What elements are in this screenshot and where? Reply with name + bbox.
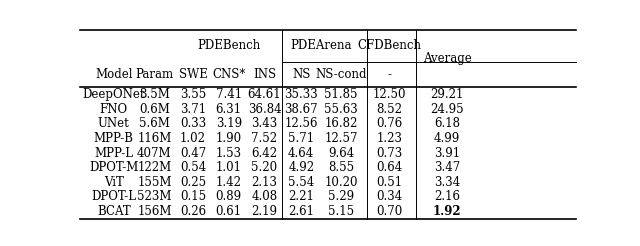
Text: -: - bbox=[387, 68, 392, 81]
Text: 9.64: 9.64 bbox=[328, 147, 354, 160]
Text: 0.76: 0.76 bbox=[376, 117, 403, 130]
Text: 24.95: 24.95 bbox=[430, 103, 464, 116]
Text: 0.89: 0.89 bbox=[216, 190, 242, 203]
Text: 3.55: 3.55 bbox=[180, 88, 206, 101]
Text: 0.70: 0.70 bbox=[376, 205, 403, 218]
Text: 0.26: 0.26 bbox=[180, 205, 206, 218]
Text: 5.6M: 5.6M bbox=[139, 117, 170, 130]
Text: 5.15: 5.15 bbox=[328, 205, 354, 218]
Text: 122M: 122M bbox=[137, 161, 172, 174]
Text: 0.15: 0.15 bbox=[180, 190, 206, 203]
Text: FNO: FNO bbox=[100, 103, 128, 116]
Text: CFDBench: CFDBench bbox=[358, 39, 422, 52]
Text: 3.91: 3.91 bbox=[434, 147, 460, 160]
Text: 5.54: 5.54 bbox=[288, 176, 314, 189]
Text: NS: NS bbox=[292, 68, 310, 81]
Text: 0.25: 0.25 bbox=[180, 176, 206, 189]
Text: 4.99: 4.99 bbox=[434, 132, 460, 145]
Text: 7.41: 7.41 bbox=[216, 88, 242, 101]
Text: 8.55: 8.55 bbox=[328, 161, 354, 174]
Text: 2.61: 2.61 bbox=[288, 205, 314, 218]
Text: 2.16: 2.16 bbox=[434, 190, 460, 203]
Text: PDEArena: PDEArena bbox=[291, 39, 352, 52]
Text: SWE: SWE bbox=[179, 68, 207, 81]
Text: 523M: 523M bbox=[137, 190, 172, 203]
Text: 1.53: 1.53 bbox=[216, 147, 242, 160]
Text: 1.02: 1.02 bbox=[180, 132, 206, 145]
Text: 155M: 155M bbox=[137, 176, 172, 189]
Text: 0.34: 0.34 bbox=[376, 190, 403, 203]
Text: MPP-B: MPP-B bbox=[93, 132, 134, 145]
Text: 6.31: 6.31 bbox=[216, 103, 242, 116]
Text: 10.20: 10.20 bbox=[324, 176, 358, 189]
Text: 12.56: 12.56 bbox=[284, 117, 318, 130]
Text: DPOT-M: DPOT-M bbox=[89, 161, 138, 174]
Text: 64.61: 64.61 bbox=[248, 88, 282, 101]
Text: 3.5M: 3.5M bbox=[139, 88, 170, 101]
Text: MPP-L: MPP-L bbox=[94, 147, 133, 160]
Text: 7.52: 7.52 bbox=[252, 132, 278, 145]
Text: 3.34: 3.34 bbox=[434, 176, 460, 189]
Text: 6.18: 6.18 bbox=[434, 117, 460, 130]
Text: 12.50: 12.50 bbox=[372, 88, 406, 101]
Text: 4.92: 4.92 bbox=[288, 161, 314, 174]
Text: PDEBench: PDEBench bbox=[197, 39, 260, 52]
Text: 36.84: 36.84 bbox=[248, 103, 282, 116]
Text: 51.85: 51.85 bbox=[324, 88, 358, 101]
Text: 38.67: 38.67 bbox=[284, 103, 318, 116]
Text: 5.20: 5.20 bbox=[252, 161, 278, 174]
Text: 2.19: 2.19 bbox=[252, 205, 278, 218]
Text: 1.01: 1.01 bbox=[216, 161, 242, 174]
Text: 2.13: 2.13 bbox=[252, 176, 278, 189]
Text: 0.51: 0.51 bbox=[376, 176, 403, 189]
Text: 3.71: 3.71 bbox=[180, 103, 206, 116]
Text: UNet: UNet bbox=[98, 117, 130, 130]
Text: Param: Param bbox=[135, 68, 173, 81]
Text: 2.21: 2.21 bbox=[288, 190, 314, 203]
Text: 4.64: 4.64 bbox=[288, 147, 314, 160]
Text: 0.47: 0.47 bbox=[180, 147, 206, 160]
Text: 0.73: 0.73 bbox=[376, 147, 403, 160]
Text: 29.21: 29.21 bbox=[430, 88, 464, 101]
Text: Model: Model bbox=[95, 68, 132, 81]
Text: 1.23: 1.23 bbox=[376, 132, 403, 145]
Text: 16.82: 16.82 bbox=[324, 117, 358, 130]
Text: Average: Average bbox=[422, 52, 472, 65]
Text: 0.33: 0.33 bbox=[180, 117, 206, 130]
Text: 35.33: 35.33 bbox=[284, 88, 318, 101]
Text: 6.42: 6.42 bbox=[252, 147, 278, 160]
Text: 3.47: 3.47 bbox=[434, 161, 460, 174]
Text: 55.63: 55.63 bbox=[324, 103, 358, 116]
Text: 3.19: 3.19 bbox=[216, 117, 242, 130]
Text: 1.42: 1.42 bbox=[216, 176, 242, 189]
Text: INS: INS bbox=[253, 68, 276, 81]
Text: 156M: 156M bbox=[137, 205, 172, 218]
Text: 116M: 116M bbox=[137, 132, 172, 145]
Text: 8.52: 8.52 bbox=[376, 103, 403, 116]
Text: DeepONet: DeepONet bbox=[83, 88, 145, 101]
Text: 0.54: 0.54 bbox=[180, 161, 206, 174]
Text: 5.29: 5.29 bbox=[328, 190, 354, 203]
Text: 12.57: 12.57 bbox=[324, 132, 358, 145]
Text: DPOT-L: DPOT-L bbox=[92, 190, 136, 203]
Text: 1.92: 1.92 bbox=[433, 205, 461, 218]
Text: 3.43: 3.43 bbox=[252, 117, 278, 130]
Text: CNS*: CNS* bbox=[212, 68, 246, 81]
Text: 4.08: 4.08 bbox=[252, 190, 278, 203]
Text: 0.64: 0.64 bbox=[376, 161, 403, 174]
Text: 0.61: 0.61 bbox=[216, 205, 242, 218]
Text: 0.6M: 0.6M bbox=[139, 103, 170, 116]
Text: ViT: ViT bbox=[104, 176, 124, 189]
Text: 1.90: 1.90 bbox=[216, 132, 242, 145]
Text: NS-cond: NS-cond bbox=[315, 68, 367, 81]
Text: 407M: 407M bbox=[137, 147, 172, 160]
Text: 5.71: 5.71 bbox=[288, 132, 314, 145]
Text: BCAT: BCAT bbox=[97, 205, 131, 218]
